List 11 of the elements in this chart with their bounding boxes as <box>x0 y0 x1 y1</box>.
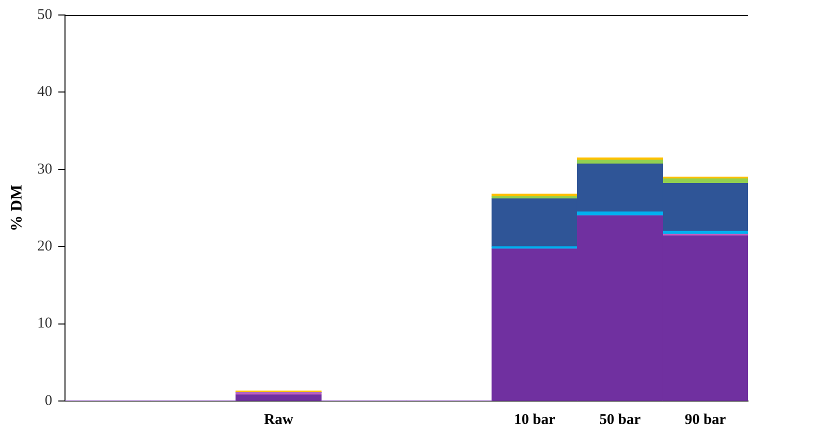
y-tick-label: 30 <box>37 161 52 178</box>
y-tick-label: 20 <box>37 238 52 255</box>
y-tick-label: 10 <box>37 316 52 332</box>
x-tick-label: 50 bar <box>599 412 641 428</box>
x-tick-label: 10 bar <box>514 412 556 428</box>
y-tick-label: 40 <box>37 84 52 100</box>
y-tick-label: 0 <box>44 392 52 409</box>
y-axis-title: % DM <box>8 184 26 232</box>
x-tick-label: Raw <box>264 412 294 428</box>
y-tick-label: 50 <box>37 6 52 23</box>
x-tick-label: 90 bar <box>684 412 726 428</box>
